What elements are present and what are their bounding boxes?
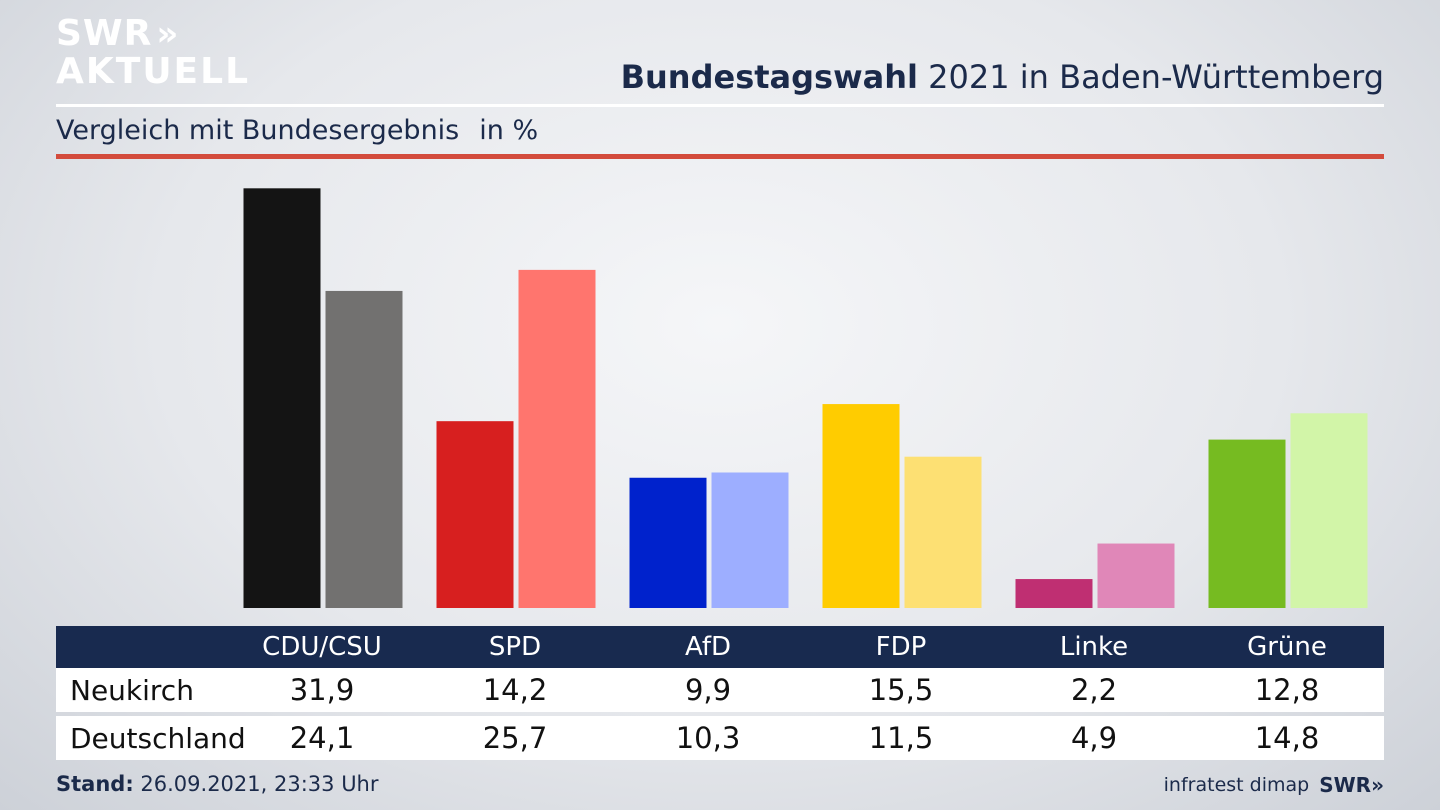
chart-title-bold: Bundestagswahl [620, 58, 918, 96]
chart-title: Bundestagswahl 2021 in Baden-Württemberg [621, 58, 1384, 96]
stand-value: 26.09.2021, 23:33 Uhr [140, 772, 379, 796]
value-deutschland-cdu-csu: 24,1 [289, 721, 355, 755]
category-label-spd: SPD [488, 632, 542, 662]
bar-afd-deutschland [711, 472, 789, 608]
value-deutschland-afd: 10,3 [675, 721, 741, 755]
row-label-deutschland: Deutschland [70, 721, 246, 755]
swr-aktuell-logo: SWR » AKTUELL [56, 16, 250, 90]
bar-fdp-deutschland [904, 456, 982, 608]
footer-timestamp: Stand: 26.09.2021, 23:33 Uhr [56, 772, 379, 796]
results-table: CDU/CSU SPD AfD FDP Linke Grüne Neukirch 31,9… [56, 626, 1384, 760]
value-neukirch-fdp: 15,5 [868, 673, 934, 707]
source-label: infratest dimap [1163, 774, 1310, 796]
row-label-neukirch: Neukirch [70, 673, 194, 707]
logo-text-aktuell: AKTUELL [56, 51, 251, 92]
value-neukirch-gr-ne: 12,8 [1254, 673, 1320, 707]
chart-title-rest: 2021 in Baden-Württemberg [928, 58, 1384, 96]
bar-cdu-csu-deutschland [325, 290, 403, 608]
title-divider [56, 104, 1384, 107]
bar-linke-deutschland [1097, 543, 1175, 608]
value-deutschland-gr-ne: 14,8 [1254, 721, 1320, 755]
value-deutschland-spd: 25,7 [482, 721, 548, 755]
category-label-gr-ne: Grüne [1247, 632, 1327, 662]
value-neukirch-linke: 2,2 [1070, 673, 1118, 707]
bar-afd-neukirch [629, 477, 707, 608]
value-deutschland-linke: 4,9 [1070, 721, 1118, 755]
chart-subtitle: Vergleich mit Bundesergebnis in % [56, 115, 538, 146]
footer-source: infratest dimap SWR» [1164, 773, 1384, 797]
value-deutschland-fdp: 11,5 [868, 721, 934, 755]
bar-linke-neukirch [1015, 579, 1093, 608]
value-neukirch-afd: 9,9 [684, 673, 732, 707]
category-label-cdu-csu: CDU/CSU [262, 632, 382, 662]
category-label-afd: AfD [684, 632, 732, 662]
value-neukirch-cdu-csu: 31,9 [289, 673, 355, 707]
subtitle-text: Vergleich mit Bundesergebnis [56, 115, 460, 146]
bar-spd-neukirch [436, 421, 514, 608]
table-header: CDU/CSU SPD AfD FDP Linke Grüne [56, 626, 1384, 668]
bar-chart [243, 188, 1368, 609]
category-label-linke: Linke [1059, 632, 1129, 662]
bar-gr-ne-deutschland [1290, 413, 1368, 608]
table-row-deutschland: Deutschland 24,1 25,7 10,3 11,5 4,9 14,8 [56, 716, 1384, 760]
bar-fdp-neukirch [822, 404, 900, 608]
subtitle-unit: in % [479, 115, 539, 146]
table-row-neukirch: Neukirch 31,9 14,2 9,9 15,5 2,2 12,8 [56, 668, 1384, 712]
footer-swr-logo: SWR» [1319, 773, 1384, 797]
logo-text-swr: SWR [56, 13, 153, 54]
bar-cdu-csu-neukirch [243, 188, 321, 609]
subtitle-divider [56, 154, 1384, 159]
bar-spd-deutschland [518, 269, 596, 608]
stand-label: Stand: [56, 772, 134, 796]
value-neukirch-spd: 14,2 [482, 673, 548, 707]
bar-gr-ne-neukirch [1208, 439, 1286, 608]
category-label-fdp: FDP [875, 632, 927, 662]
